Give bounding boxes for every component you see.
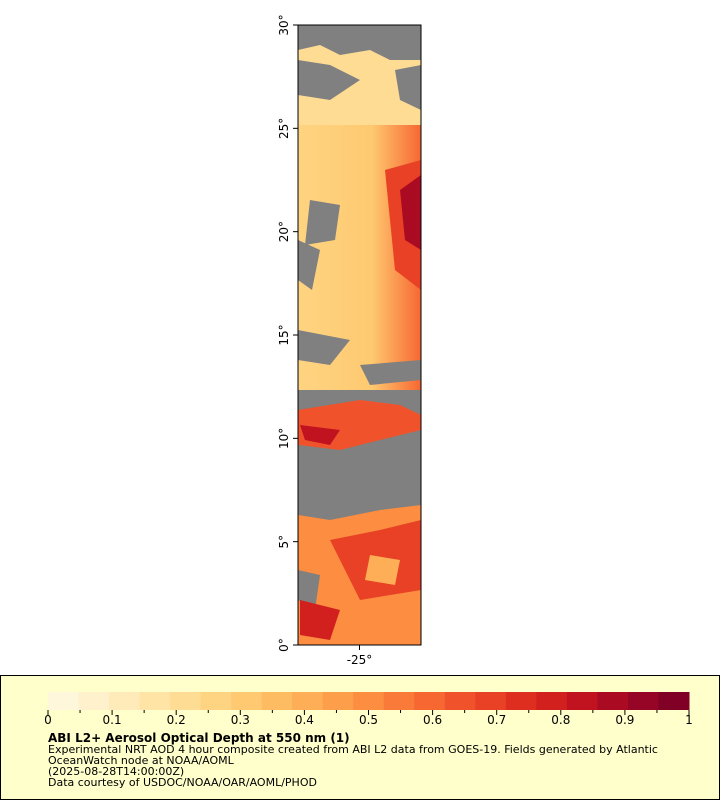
colorbar-segment xyxy=(292,692,324,710)
colorbar-tick-label: 0.4 xyxy=(295,713,314,727)
colorbar-segment xyxy=(414,692,446,710)
colorbar-tick-label: 1 xyxy=(685,713,693,727)
colorbar-segment xyxy=(200,692,232,710)
colorbar-tick-label: 0.6 xyxy=(423,713,442,727)
colorbar-segment xyxy=(353,692,385,710)
colorbar-tick-label: 0 xyxy=(44,713,52,727)
y-tick-label: 0° xyxy=(277,638,291,652)
note: Data courtesy of USDOC/NOAA/OAR/AOML/PHO… xyxy=(48,776,317,789)
colorbar-segment xyxy=(536,692,568,710)
colorbar-tick-label: 0.2 xyxy=(167,713,186,727)
colorbar-segment xyxy=(231,692,263,710)
colorbar-segment xyxy=(322,692,354,710)
colorbar-tick-label: 0.1 xyxy=(103,713,122,727)
colorbar-segment xyxy=(597,692,629,710)
colorbar-tick-label: 0.5 xyxy=(359,713,378,727)
colorbar-tick-label: 0.9 xyxy=(615,713,634,727)
colorbar-segment xyxy=(48,692,80,710)
y-tick-label: 20° xyxy=(277,221,291,242)
colorbar-segment xyxy=(78,692,110,710)
y-tick-label: 5° xyxy=(277,535,291,549)
x-tick-label: -25° xyxy=(347,653,373,667)
colorbar-tick-label: 0.7 xyxy=(487,713,506,727)
colorbar-tick-label: 0.3 xyxy=(231,713,250,727)
axes: 0° 5° 10° 15° 20° 25° 30° -25° xyxy=(277,14,372,667)
colorbar-segment xyxy=(139,692,171,710)
colorbar-segment xyxy=(109,692,141,710)
y-tick-label: 30° xyxy=(277,14,291,35)
y-tick-label: 25° xyxy=(277,118,291,139)
colorbar-segment xyxy=(566,692,598,710)
note: (2025-08-28T14:00:00Z) xyxy=(48,765,184,778)
map-image xyxy=(297,24,422,646)
colorbar-segment xyxy=(505,692,537,710)
y-tick-label: 10° xyxy=(277,428,291,449)
colorbar-segment xyxy=(627,692,659,710)
y-tick-label: 15° xyxy=(277,324,291,345)
note: OceanWatch node at NOAA/AOML xyxy=(48,754,235,767)
note: Experimental NRT AOD 4 hour composite cr… xyxy=(48,743,658,756)
colorbar-segment xyxy=(170,692,202,710)
colorbar-segment xyxy=(658,692,690,710)
map-title: ABI L2+ Aerosol Optical Depth at 550 nm … xyxy=(48,731,350,745)
colorbar-segment xyxy=(475,692,507,710)
colorbar-segment xyxy=(261,692,293,710)
colorbar: 0 0.1 0.2 0.3 0.4 0.5 0.6 0.7 0.8 0.9 1 xyxy=(44,692,693,727)
colorbar-segment xyxy=(444,692,476,710)
colorbar-tick-label: 0.8 xyxy=(551,713,570,727)
colorbar-segment xyxy=(383,692,415,710)
